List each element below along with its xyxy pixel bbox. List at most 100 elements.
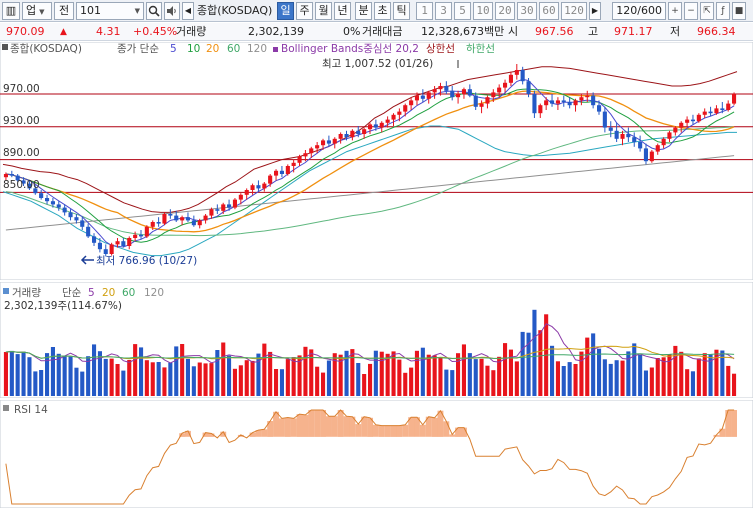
rsi-chart[interactable]: RSI 14 [0, 400, 753, 508]
candle-body [303, 153, 308, 157]
candle-body [62, 207, 67, 213]
volume-bar [614, 360, 619, 396]
period-tick[interactable]: 틱 [393, 2, 410, 20]
volume-chart[interactable]: 거래량 단순 5 20 60 120 2,302,139주(114.67%) [0, 282, 753, 398]
bollinger-upper-line [2, 66, 738, 213]
volume-bar [279, 369, 284, 396]
amount-value: 12,328,673백만 [421, 25, 505, 38]
volume-bar [9, 350, 14, 396]
interval-1[interactable]: 1 [416, 2, 433, 20]
volume-bar [168, 362, 173, 396]
candle-body [344, 134, 349, 138]
volume-bar [526, 332, 531, 396]
candle-body [297, 156, 302, 163]
rsi-overbought-fill [414, 417, 420, 437]
search-icon[interactable] [146, 2, 162, 20]
candle-body [420, 95, 425, 99]
period-second[interactable]: 초 [374, 2, 391, 20]
rsi-overbought-fill [455, 427, 461, 437]
rsi-overbought-fill [408, 417, 415, 437]
interval-3[interactable]: 3 [435, 2, 452, 20]
price-chart[interactable]: 970.00 930.00 890.00 850.00 종합(KOSDAQ) 종가 단… [0, 42, 753, 280]
volume-bar [144, 360, 149, 396]
period-week[interactable]: 주 [296, 2, 313, 20]
volume-bar [626, 351, 631, 396]
candle-body [720, 108, 725, 110]
rsi-overbought-fill [237, 434, 244, 437]
rsi-overbought-fill [461, 427, 467, 437]
market-select[interactable]: 업 ▼ [22, 2, 52, 20]
volume-bar [344, 350, 349, 396]
legend-ma-60: 60 [227, 43, 240, 55]
interval-60[interactable]: 60 [539, 2, 559, 20]
interval-120[interactable]: 120 [561, 2, 587, 20]
candle-body [244, 190, 249, 195]
interval-next-button[interactable]: ▶ [589, 2, 601, 20]
candle-body [643, 148, 648, 162]
prev-item-button[interactable]: ◀ [182, 2, 194, 20]
expand-icon[interactable]: ⇱ [700, 2, 714, 20]
rsi-legend: RSI 14 [14, 404, 48, 416]
volume-bar [185, 358, 190, 396]
zoom-in-icon[interactable]: + [668, 2, 682, 20]
legend-lower-band: 하한선 [466, 42, 495, 55]
interval-20[interactable]: 20 [495, 2, 515, 20]
candle-body [467, 89, 472, 96]
ma-60-line [5, 126, 735, 237]
candle-body [385, 119, 390, 123]
rsi-overbought-fill [431, 417, 438, 437]
scope-button[interactable]: 전 [54, 2, 74, 20]
candle-body [444, 86, 449, 91]
legend-marker [3, 405, 9, 411]
candle-body [685, 119, 690, 123]
interval-30[interactable]: 30 [517, 2, 537, 20]
candle-body [45, 198, 50, 202]
volume-bar [262, 343, 267, 396]
view-count-input[interactable]: 120/600 [612, 2, 666, 20]
save-icon[interactable]: ■ [732, 2, 746, 20]
period-year[interactable]: 년 [334, 2, 351, 20]
volume-label: 거래량 [176, 25, 207, 38]
volume-legend-ma-label: 단순 [62, 287, 82, 299]
candle-body [256, 185, 261, 189]
volume-bar [597, 348, 602, 396]
legend-ma-10: 10 [187, 43, 200, 55]
price-change: 4.31 [96, 25, 121, 38]
legend-ma-5: 5 [170, 43, 177, 55]
indicator-settings-icon[interactable]: ƒ [716, 2, 730, 20]
rsi-overbought-fill [361, 416, 368, 437]
legend-marker [273, 47, 278, 52]
period-month[interactable]: 월 [315, 2, 332, 20]
candle-body [350, 130, 355, 138]
candle-body [373, 124, 378, 128]
up-arrow-icon: ▲ [60, 27, 67, 37]
volume-bar [309, 349, 314, 396]
candle-body [379, 122, 384, 128]
volume-bar [450, 370, 455, 396]
rsi-overbought-fill [284, 417, 291, 437]
period-day[interactable]: 일 [277, 2, 294, 20]
volume-bar [403, 372, 408, 396]
price-tick-label: 890.00 [3, 147, 40, 159]
rsi-overbought-fill [349, 416, 356, 437]
volume-bar [180, 344, 185, 396]
speaker-icon[interactable] [164, 2, 180, 20]
interval-5[interactable]: 5 [454, 2, 471, 20]
volume-bar [115, 364, 120, 396]
period-minute[interactable]: 분 [355, 2, 372, 20]
open-label: 시 [508, 25, 519, 38]
volume-bar [3, 352, 8, 396]
volume-legend-name: 거래량 [12, 287, 41, 299]
candle-body [732, 94, 737, 104]
layout-grid-icon[interactable]: ▥ [2, 2, 20, 20]
interval-10[interactable]: 10 [473, 2, 493, 20]
candle-body [250, 185, 255, 190]
volume-bar [602, 359, 607, 396]
zoom-out-icon[interactable]: − [684, 2, 698, 20]
candle-body [268, 175, 273, 184]
candle-body [579, 97, 584, 101]
code-input[interactable]: 101 ▼ [76, 2, 144, 20]
rsi-overbought-fill [314, 410, 321, 437]
volume-bar [268, 351, 273, 396]
rsi-overbought-fill [337, 410, 344, 437]
